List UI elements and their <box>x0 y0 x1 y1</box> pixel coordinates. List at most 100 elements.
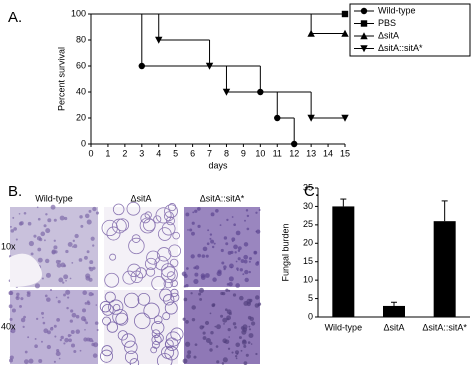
cell <box>243 301 249 306</box>
cell <box>64 216 68 221</box>
alveolus <box>172 231 180 240</box>
cell <box>197 253 202 258</box>
cell <box>223 341 226 344</box>
cell <box>44 258 50 264</box>
cell <box>253 250 258 255</box>
cell <box>229 263 234 269</box>
cell <box>198 287 205 293</box>
marker <box>205 62 214 70</box>
cell <box>221 362 225 365</box>
cell <box>70 343 76 348</box>
cell <box>67 241 73 247</box>
cell <box>241 329 247 335</box>
y-tick-label: 100 <box>71 8 86 18</box>
cell <box>185 212 190 217</box>
cell <box>221 261 225 265</box>
cell <box>215 208 219 213</box>
cell <box>51 250 56 255</box>
cell <box>92 244 95 247</box>
cell <box>18 212 21 215</box>
cell <box>79 349 82 352</box>
marker <box>274 114 281 122</box>
cell <box>43 224 47 228</box>
cell <box>11 308 16 313</box>
x-tick-label: 8 <box>224 148 229 158</box>
cell <box>239 268 243 272</box>
cell <box>67 334 71 338</box>
legend-marker <box>360 7 368 15</box>
cell <box>228 276 234 282</box>
alveolus <box>151 329 161 338</box>
alveolus <box>151 321 165 335</box>
alveolus <box>170 288 179 297</box>
cell <box>38 237 43 242</box>
y-tick-label: 15 <box>303 256 313 266</box>
x-tick-label: 2 <box>122 148 127 158</box>
cell <box>41 340 43 343</box>
cell <box>66 306 69 310</box>
alveolus <box>124 350 139 364</box>
cell <box>59 338 62 342</box>
cell <box>216 324 221 330</box>
legend-marker <box>360 32 368 40</box>
cell <box>27 221 32 226</box>
cell <box>30 252 34 256</box>
cell <box>82 290 88 296</box>
alveolus <box>101 345 113 357</box>
cell <box>226 283 230 286</box>
cell <box>69 277 72 280</box>
cell <box>191 305 196 310</box>
cell <box>232 322 237 326</box>
cell <box>70 309 74 313</box>
cell <box>193 355 197 359</box>
cell <box>223 265 227 269</box>
cell <box>248 325 251 328</box>
cell <box>258 209 261 211</box>
cell <box>43 328 49 334</box>
cell <box>210 330 214 335</box>
y-axis-label: Percent survival <box>56 47 66 111</box>
y-tick-label: 30 <box>303 201 313 211</box>
cell <box>216 271 222 277</box>
y-tick-label: 0 <box>308 311 313 321</box>
cell <box>86 250 90 254</box>
cell <box>192 211 195 214</box>
x-tick-label: 5 <box>173 148 178 158</box>
alveolus <box>135 267 147 279</box>
cell <box>34 338 37 340</box>
alveolus <box>162 312 171 321</box>
cell <box>255 295 260 300</box>
cell <box>191 221 195 225</box>
x-tick-label: 14 <box>323 148 333 158</box>
cell <box>37 217 41 221</box>
panel-label: A. <box>8 9 22 26</box>
cell <box>75 329 81 334</box>
alveolus <box>165 216 175 226</box>
cell <box>244 277 249 283</box>
marker <box>222 88 231 96</box>
cell <box>94 321 99 325</box>
cell <box>256 229 261 234</box>
cell <box>40 231 46 237</box>
cell <box>234 355 238 358</box>
x-tick-label: 10 <box>255 148 265 158</box>
cell <box>84 255 88 260</box>
cell <box>23 359 29 365</box>
x-tick-label: 15 <box>340 148 350 158</box>
cell <box>249 316 254 322</box>
cell <box>246 227 250 231</box>
cell <box>238 336 242 340</box>
x-tick-label: 3 <box>139 148 144 158</box>
bar <box>332 206 355 317</box>
cell <box>50 204 56 210</box>
cell <box>42 321 46 325</box>
cell <box>212 303 216 307</box>
cell <box>67 296 70 299</box>
cell <box>63 274 69 280</box>
cell <box>237 246 242 251</box>
cell <box>53 360 56 363</box>
x-tick-label: 6 <box>190 148 195 158</box>
cell <box>205 254 209 258</box>
cell <box>235 350 240 355</box>
alveolus <box>143 302 160 319</box>
